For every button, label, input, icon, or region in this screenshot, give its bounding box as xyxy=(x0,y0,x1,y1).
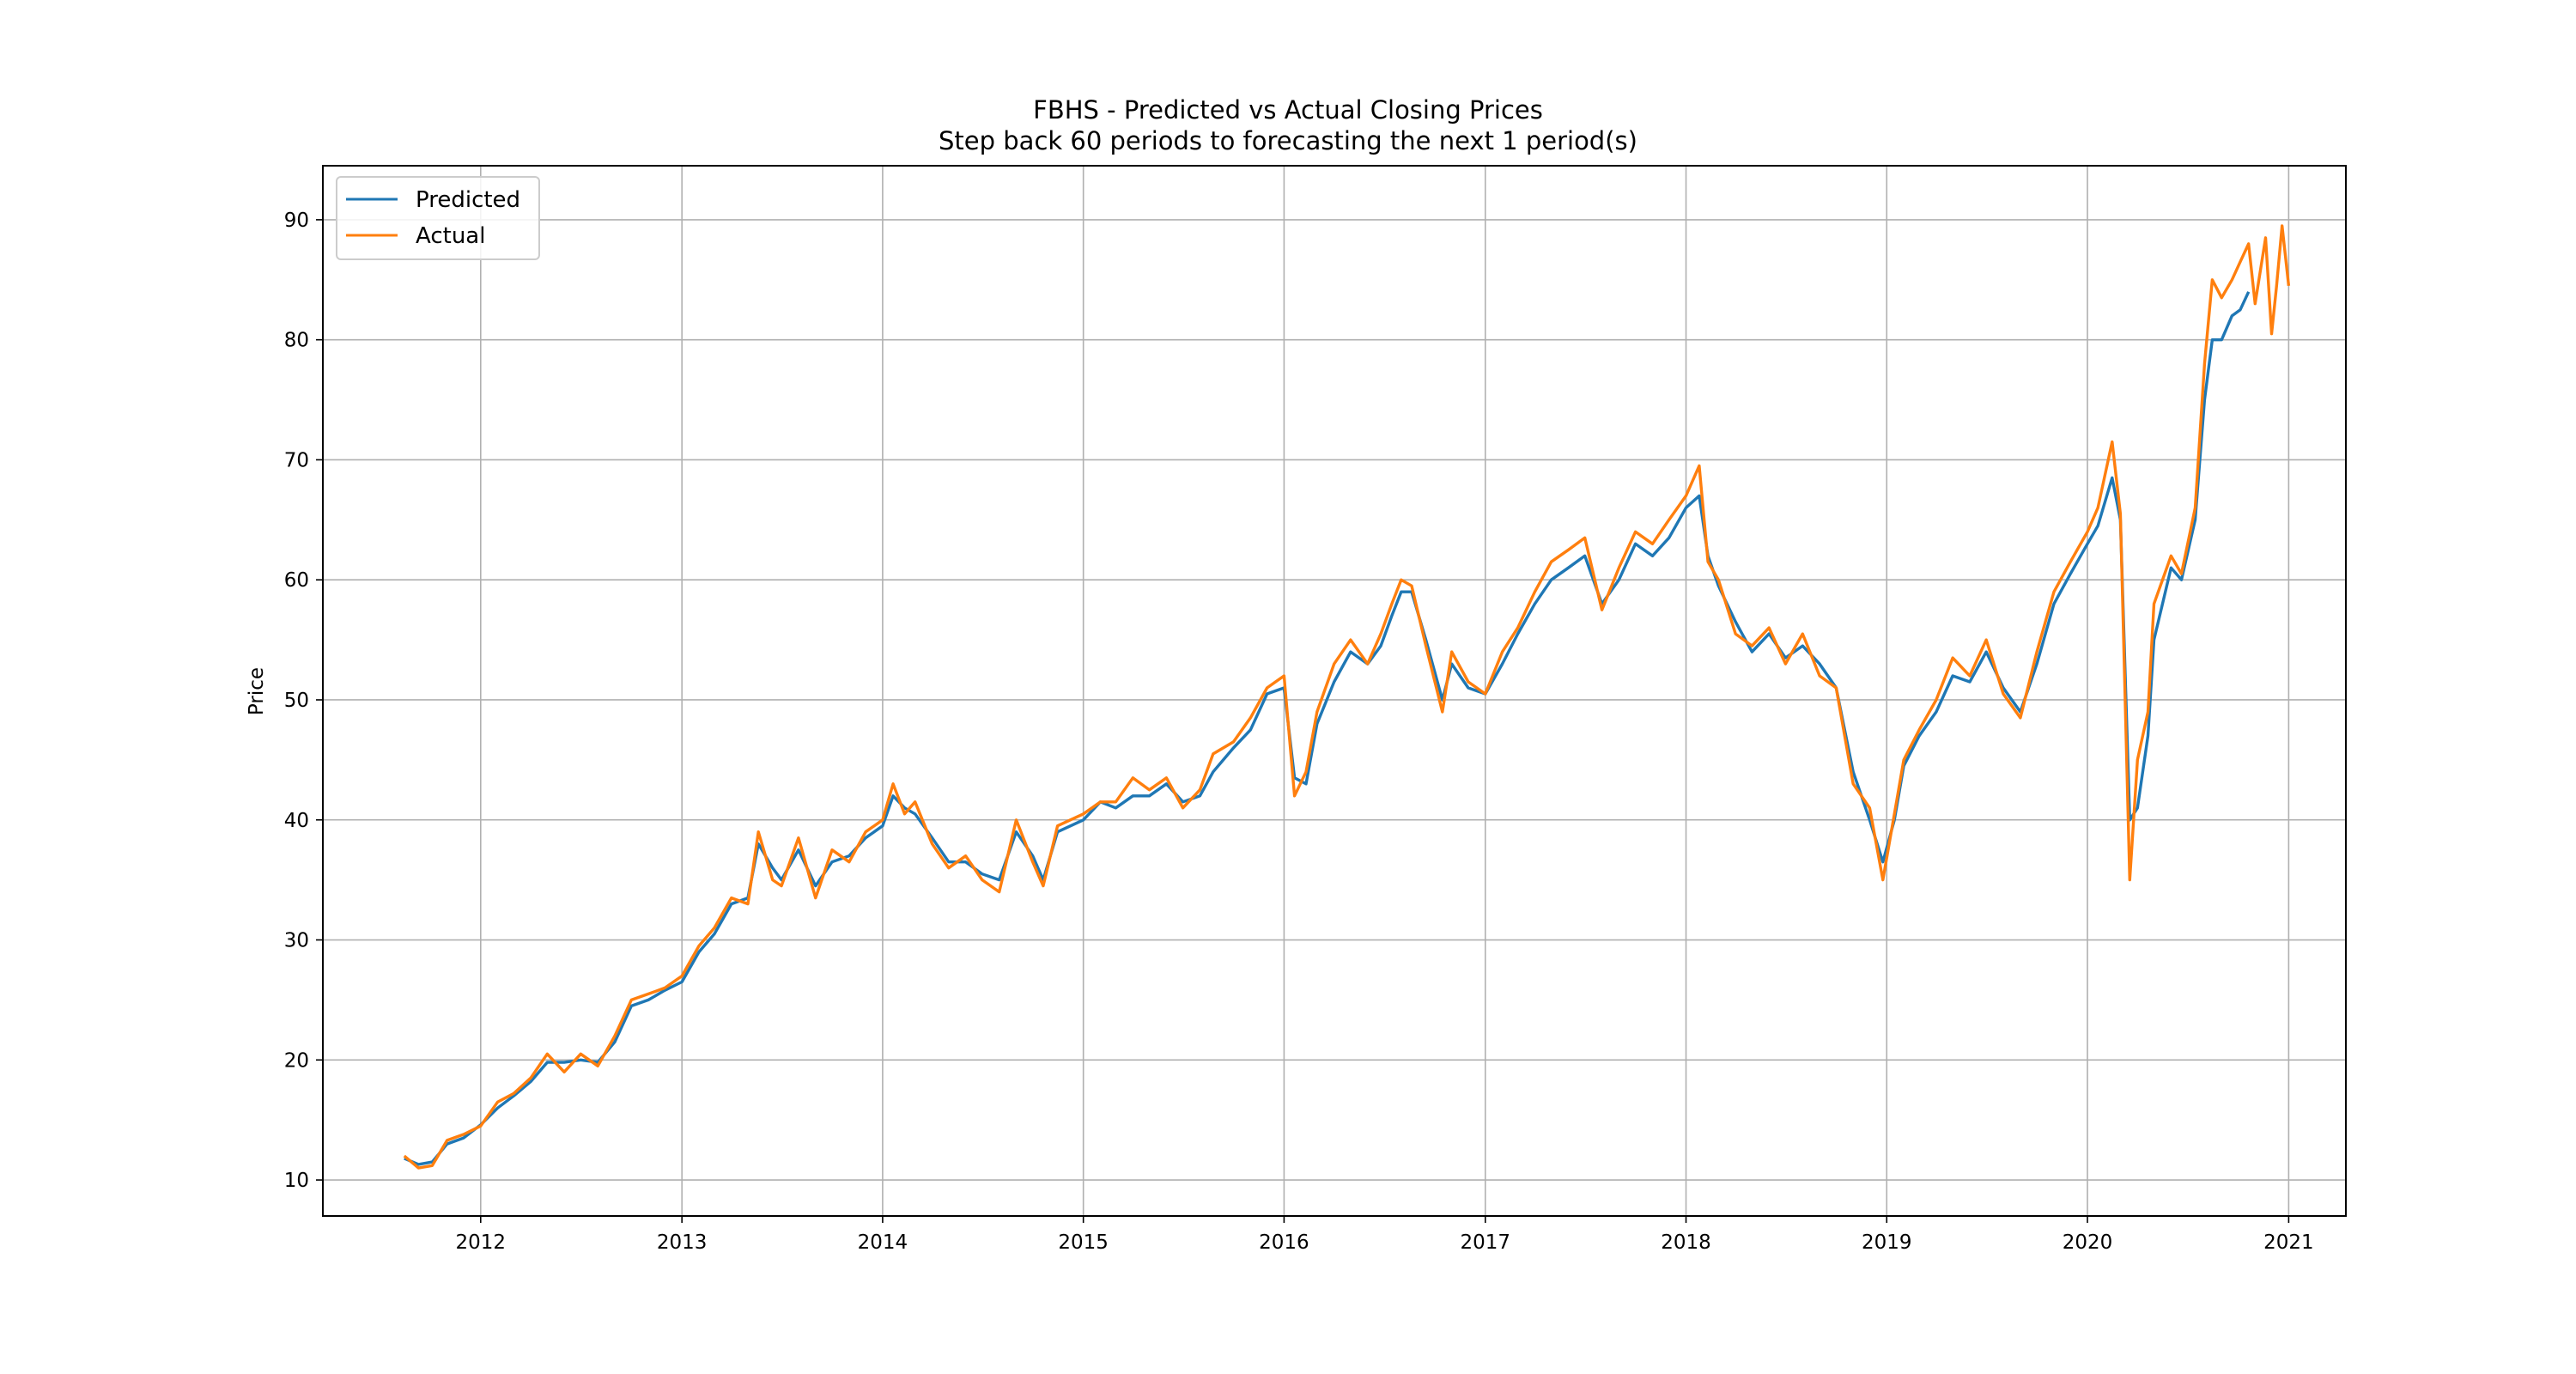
x-tick-label: 2019 xyxy=(1862,1231,1912,1254)
y-axis-label: Price xyxy=(246,667,268,715)
x-tick-label: 2021 xyxy=(2263,1231,2314,1254)
x-tick-label: 2014 xyxy=(858,1231,908,1254)
x-tick-label: 2018 xyxy=(1661,1231,1711,1254)
y-tick-label: 10 xyxy=(284,1170,309,1192)
x-tick-label: 2020 xyxy=(2063,1231,2113,1254)
y-tick-label: 40 xyxy=(284,810,309,832)
x-tick-label: 2013 xyxy=(657,1231,708,1254)
plot-frame xyxy=(322,165,2347,1217)
y-tick-label: 80 xyxy=(284,330,309,352)
chart-title: FBHS - Predicted vs Actual Closing Price… xyxy=(1033,95,1543,125)
legend-label-actual: Actual xyxy=(416,223,485,249)
series-line-predicted xyxy=(404,291,2251,1166)
y-tick-label: 70 xyxy=(284,449,309,471)
chart-subtitle: Step back 60 periods to forecasting the … xyxy=(939,126,1637,155)
y-tick-label: 30 xyxy=(284,930,309,952)
axis-ticks: 2012 2013 2014 2015 2016 2017 2018 2019 2020 2021… xyxy=(284,210,2314,1254)
x-tick-label: 2015 xyxy=(1058,1231,1109,1254)
series-line-actual xyxy=(403,224,2291,1170)
legend: Predicted Actual xyxy=(336,176,540,260)
x-tick-label: 2012 xyxy=(456,1231,507,1254)
y-tick-label: 20 xyxy=(284,1049,309,1072)
legend-box xyxy=(336,176,540,260)
y-tick-label: 90 xyxy=(284,210,309,232)
x-tick-label: 2017 xyxy=(1461,1231,1511,1254)
y-tick-label: 50 xyxy=(284,690,309,712)
y-tick-label: 60 xyxy=(284,569,309,592)
x-tick-label: 2016 xyxy=(1259,1231,1309,1254)
grid-lines xyxy=(323,166,2346,1216)
plot-area-series xyxy=(403,224,2291,1170)
legend-label-predicted: Predicted xyxy=(416,187,520,213)
